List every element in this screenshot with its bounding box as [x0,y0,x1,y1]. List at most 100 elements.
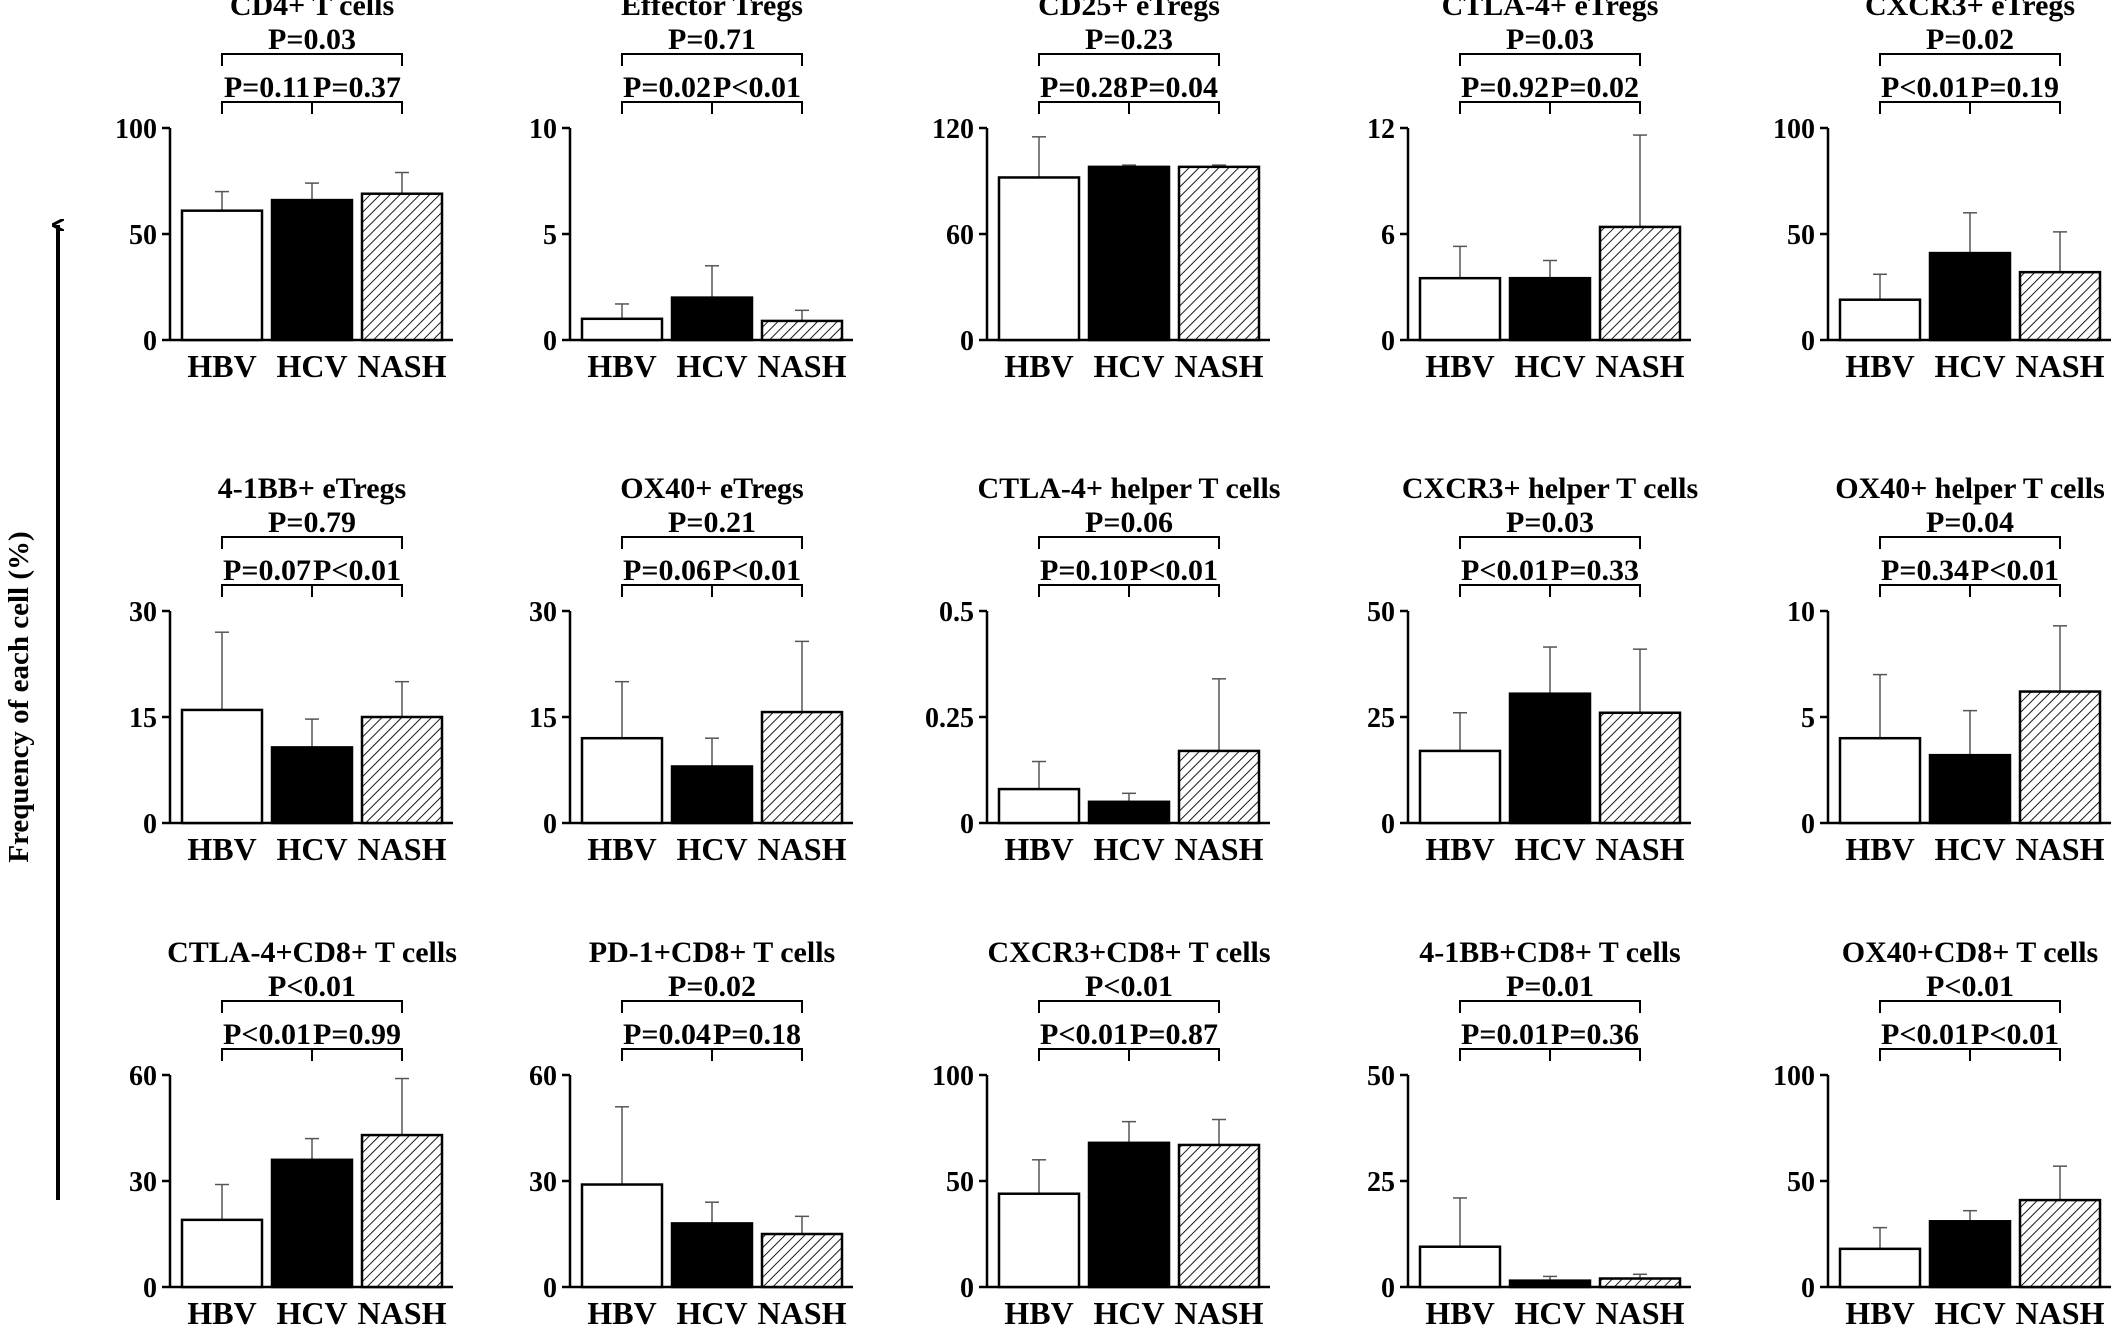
p-value-overall: P<0.01 [1926,970,2014,1003]
p-value-overall: P<0.01 [1085,970,1173,1003]
y-tick-label: 0 [960,809,974,840]
chart-title: CD4+ T cells [230,0,394,22]
bar-nash [1177,749,1261,825]
figure-y-axis: Frequency of each cell (%) [3,225,58,1200]
y-tick-label: 0 [1801,809,1815,840]
overall-bracket [1459,536,1641,549]
category-label: NASH [1175,831,1264,867]
bar-hcv [1928,251,2012,342]
bar-hbv [580,736,664,825]
p-value-left: P=0.06 [623,554,711,587]
category-label: HCV [1514,348,1585,384]
bar-hcv [1508,692,1592,825]
y-tick-label: 50 [129,220,157,251]
bar-hbv [997,176,1081,342]
chart-title: CTLA-4+CD8+ T cells [167,936,457,969]
y-tick-label: 10 [529,114,557,145]
bar-hbv [1418,749,1502,825]
category-label: HBV [587,348,656,384]
y-tick-label: 60 [946,220,974,251]
category-label: HCV [1514,1295,1585,1327]
category-label: HCV [1514,831,1585,867]
chart-title: OX40+ eTregs [620,472,803,505]
y-tick-label: 5 [1801,703,1815,734]
p-value-left: P=0.92 [1461,71,1549,104]
y-tick-label: 25 [1367,1167,1395,1198]
p-value-left: P<0.01 [223,1018,311,1051]
p-value-left: P=0.02 [623,71,711,104]
y-tick-label: 0 [960,326,974,357]
p-value-overall: P=0.02 [668,970,756,1003]
overall-bracket [621,53,803,66]
category-label: NASH [1596,348,1685,384]
overall-bracket [1879,53,2061,66]
y-tick-label: 30 [529,597,557,628]
category-label: HCV [676,831,747,867]
p-value-left: P=0.10 [1040,554,1128,587]
bar-hcv [670,296,754,342]
overall-bracket [1879,1000,2061,1013]
y-tick-label: 120 [932,114,974,145]
p-value-left: P<0.01 [1881,1018,1969,1051]
p-value-overall: P=0.71 [668,23,756,56]
y-tick-label: 6 [1381,220,1395,251]
category-label: HCV [1093,831,1164,867]
bar-nash [1598,1277,1682,1289]
p-value-left: P=0.11 [224,71,310,104]
category-label: HBV [1004,348,1073,384]
p-value-left: P=0.28 [1040,71,1128,104]
overall-bracket [1038,53,1220,66]
category-label: HCV [276,831,347,867]
y-tick-label: 100 [1773,114,1815,145]
bar-hcv [1508,276,1592,342]
category-label: NASH [1596,1295,1685,1327]
p-value-overall: P=0.79 [268,506,356,539]
category-label: NASH [1175,1295,1264,1327]
category-label: HBV [587,1295,656,1327]
category-label: HBV [1004,831,1073,867]
chart-title: CXCR3+ helper T cells [1402,472,1698,505]
bar-nash [2018,1198,2102,1289]
chart-panel-5: 0 50 100 HBV HCV NASH P<0.01 P=0.19 P=0.02CXCR3+… [1773,0,2111,384]
bar-nash [2018,690,2102,825]
p-value-right: P=0.02 [1551,71,1639,104]
y-tick-label: 10 [1787,597,1815,628]
p-value-left: P<0.01 [1040,1018,1128,1051]
p-value-right: P=0.37 [313,71,401,104]
y-tick-label: 0 [960,1273,974,1304]
category-label: HCV [676,1295,747,1327]
p-value-overall: P=0.01 [1506,970,1594,1003]
p-value-right: P<0.01 [1130,554,1218,587]
y-tick-label: 30 [529,1167,557,1198]
p-value-left: P=0.01 [1461,1018,1549,1051]
category-label: HBV [1425,348,1494,384]
bar-hbv [1838,1247,1922,1289]
y-tick-label: 30 [129,1167,157,1198]
bar-hcv [1928,753,2012,825]
category-label: HBV [1845,348,1914,384]
category-label: HBV [1425,831,1494,867]
category-label: NASH [358,831,447,867]
bar-hbv [180,209,264,342]
chart-panel-4: 0 6 12 HBV HCV NASH P=0.92 P=0.02 P=0.03CTLA-4+ … [1367,0,1691,384]
bar-hbv [997,1192,1081,1289]
category-label: HBV [1845,1295,1914,1327]
bar-nash [1177,165,1261,342]
category-label: HBV [587,831,656,867]
category-label: NASH [2016,831,2105,867]
category-label: HCV [276,1295,347,1327]
bar-hcv [270,198,354,342]
bar-hcv [1087,800,1171,825]
p-value-overall: P=0.23 [1085,23,1173,56]
y-tick-label: 12 [1367,114,1395,145]
p-value-right: P=0.36 [1551,1018,1639,1051]
bar-hbv [1418,1245,1502,1289]
y-tick-label: 0.25 [925,703,974,734]
p-value-left: P<0.01 [1461,554,1549,587]
y-tick-label: 0 [543,1273,557,1304]
